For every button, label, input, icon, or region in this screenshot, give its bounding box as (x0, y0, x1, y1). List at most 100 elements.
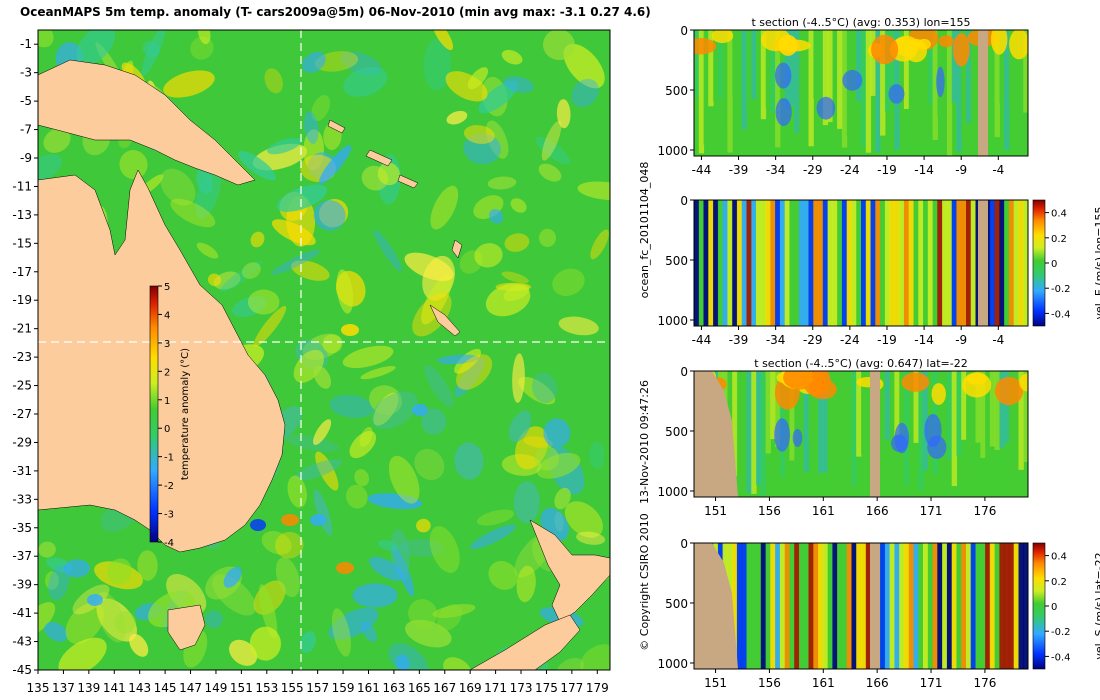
anomaly-patch (429, 526, 460, 573)
section-x-tick-label: 176 (973, 676, 996, 690)
anomaly-patch (275, 531, 304, 559)
section-land-gap (870, 371, 880, 497)
map-x-axis: 135 137 139 141 143 145 147 149 151 153 155 157 159 1… (27, 670, 609, 695)
anomaly-patch (354, 469, 370, 487)
map-y-tick-label: -13 (12, 208, 32, 222)
section-column (813, 30, 819, 99)
section-column (822, 200, 829, 326)
section-y-tick-label: 1000 (657, 314, 688, 328)
section-column (799, 371, 805, 480)
section-column (966, 200, 972, 326)
section-column (746, 371, 752, 494)
section-column (994, 371, 1000, 450)
section-column (918, 543, 924, 669)
anomaly-patch (485, 120, 509, 159)
section-x-tick-label: -9 (955, 333, 967, 347)
section-column (1004, 543, 1010, 669)
section-column (956, 30, 962, 152)
map-x-tick-label: 175 (535, 681, 558, 695)
section-column (1023, 200, 1028, 326)
section-column (827, 30, 833, 123)
section-land-gap (870, 543, 880, 669)
anomaly-patch (58, 637, 107, 670)
section-column (994, 30, 1000, 138)
anomaly-patch (322, 334, 343, 354)
section-column (865, 371, 872, 470)
section-column (813, 543, 819, 669)
anomaly-patch (213, 271, 241, 290)
anomaly-patch (412, 293, 452, 337)
warm-anomaly (931, 383, 946, 405)
anomaly-patch (512, 353, 525, 403)
section-column (775, 200, 781, 326)
section-column (923, 371, 929, 471)
anomaly-patch (487, 176, 517, 190)
map-x-tick-label: 167 (433, 681, 456, 695)
section-x-tick-label: -4 (992, 333, 1004, 347)
land-new-zealand-north (529, 519, 610, 623)
map-y-tick-label: -5 (20, 94, 32, 108)
section-column (942, 30, 948, 155)
anomaly-patch (360, 365, 396, 380)
section-column (813, 371, 819, 477)
anomaly-patch (476, 509, 515, 526)
section-colorbar-tick-label: -0.4 (1051, 309, 1071, 320)
section-x-tick-label: -24 (840, 333, 860, 347)
section-column (861, 30, 867, 147)
section-column (808, 200, 814, 326)
map-colorbar-tick-label: 3 (164, 339, 170, 350)
anomaly-patch (352, 583, 398, 608)
map-y-tick-label: -37 (12, 549, 32, 563)
anomaly-patch (454, 357, 486, 398)
section-column (770, 371, 776, 440)
section-column (722, 200, 728, 326)
anomaly-patch (107, 558, 132, 585)
anomaly-patch (377, 539, 399, 551)
anomaly-patch (554, 487, 571, 510)
section-column (851, 543, 857, 669)
map-colorbar-tick-label: 4 (164, 310, 170, 321)
section-colorbar (1032, 199, 1046, 327)
section-column (923, 200, 929, 326)
anomaly-patch (571, 78, 599, 108)
section-frame (693, 29, 1029, 157)
map-x-tick-label: 149 (205, 681, 228, 695)
section-column (1008, 371, 1015, 491)
anomaly-patch (95, 591, 126, 643)
map-y-tick-label: -3 (20, 66, 32, 80)
section-y-tick-label: 0 (680, 365, 688, 379)
section-y-tick-label: 500 (665, 84, 688, 98)
section-colorbar-tick-label: 0.2 (1051, 234, 1067, 245)
anomaly-patch (538, 228, 557, 247)
section-frame (693, 199, 1029, 327)
section-column (913, 371, 919, 443)
section-column (884, 371, 891, 440)
section-y-tick-label: 1000 (657, 144, 688, 158)
section-column (741, 200, 747, 326)
section-column (994, 543, 1000, 669)
anomaly-patch (532, 372, 558, 403)
anomaly-patch (342, 345, 394, 369)
warm-anomaly (761, 30, 791, 52)
section-x-tick-label: -14 (914, 163, 934, 177)
section-x-tick-label: 166 (866, 676, 889, 690)
anomaly-patch (421, 408, 447, 435)
anomaly-patch (373, 229, 402, 272)
section-colorbar-tick-label: -0.2 (1051, 627, 1071, 638)
section-column (832, 200, 838, 326)
section-column (851, 371, 857, 486)
section-column (856, 543, 862, 669)
warm-anomaly (938, 35, 954, 48)
cool-anomaly (924, 413, 942, 448)
map-colorbar-tick-label: 0 (164, 424, 170, 435)
section-panel-4: 0 500 1000 151 156 161 166 171 176 0.4 0.2 0 -0.2 -0.… (657, 537, 1100, 690)
anomaly-patch (119, 150, 148, 180)
anomaly-patch (336, 269, 354, 314)
section-column (1018, 200, 1024, 326)
anomaly-patch (423, 38, 452, 91)
section-x-tick-label: -29 (803, 163, 823, 177)
map-colorbar: 5 4 3 2 1 0 -1 -2 -3 -4 temperature anomaly (°C) (149, 282, 191, 549)
section-column (975, 371, 981, 443)
section-column (765, 371, 771, 454)
anomaly-patch (513, 481, 540, 524)
